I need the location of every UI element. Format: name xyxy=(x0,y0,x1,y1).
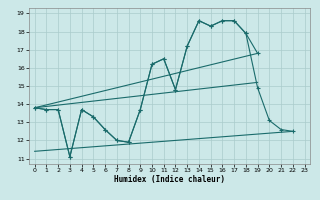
X-axis label: Humidex (Indice chaleur): Humidex (Indice chaleur) xyxy=(114,175,225,184)
